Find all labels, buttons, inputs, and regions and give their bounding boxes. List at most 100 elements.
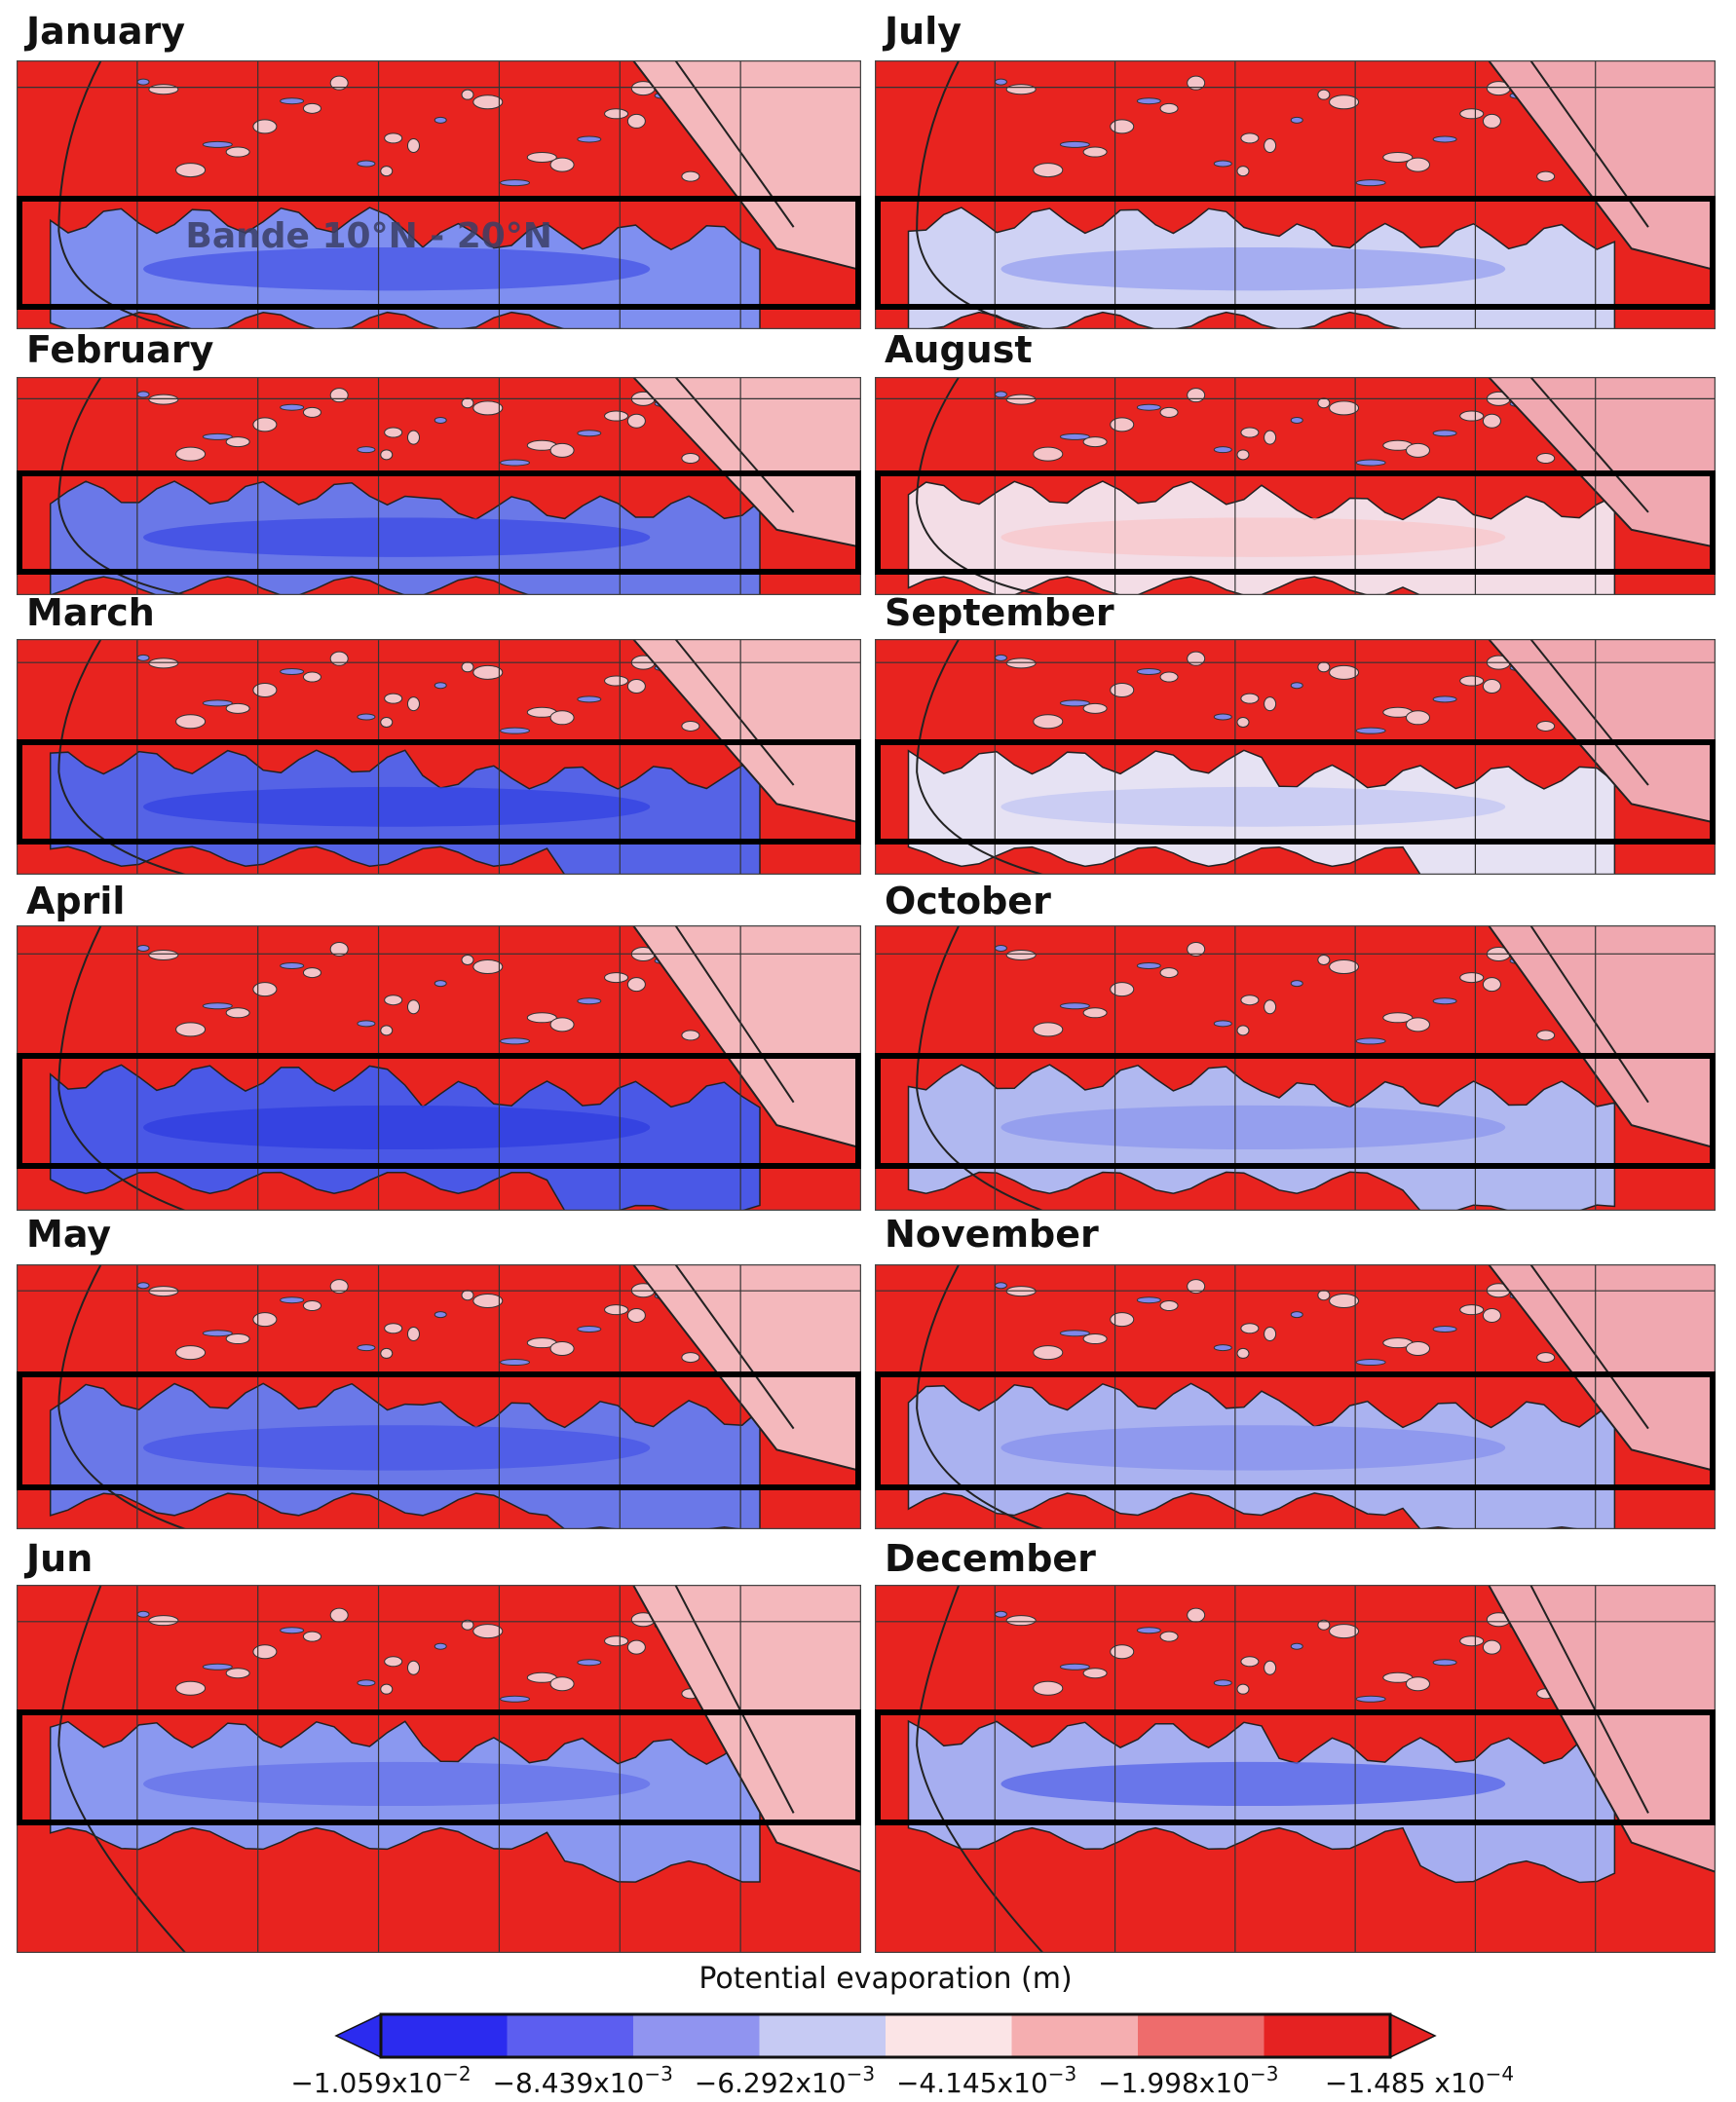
panel-title: August [885,328,1033,371]
speckle [472,1624,504,1639]
speckle [1240,1323,1260,1334]
band-box [17,739,861,845]
speckle [175,163,207,178]
speckle [1290,416,1303,424]
speckle [681,453,700,465]
speckle [329,1279,349,1295]
speckle [225,702,250,714]
speckle [1264,137,1277,153]
speckle [1005,1615,1037,1627]
speckle [1355,179,1386,187]
speckle [380,1025,394,1036]
coastline [1487,377,1716,548]
speckle [434,116,447,124]
evaporation-core [143,246,651,291]
speckle [1159,1299,1179,1311]
speckle [1432,135,1457,143]
speckle [1405,1340,1430,1356]
speckle [329,651,349,666]
speckle [225,1668,250,1679]
speckle [577,1326,602,1333]
coastline [916,1264,1043,1529]
tick-exponent: −4 [1486,2062,1514,2085]
speckle [1329,94,1360,110]
coastline [1529,639,1649,786]
coastline [674,1264,795,1430]
speckle [406,1660,420,1675]
tick-exponent: −3 [1250,2062,1278,2085]
speckle [280,403,305,411]
colorbar-swatch [507,2014,634,2057]
speckle [1382,1012,1414,1024]
speckle [1213,1344,1232,1352]
colorbar-tick-label: −6.292x10−3 [695,2062,875,2099]
speckle [1110,1644,1135,1660]
speckle [406,1327,420,1342]
speckle [1290,980,1303,988]
colorbar-tick-label: −1.998x10−3 [1098,2062,1278,2099]
speckle [1482,1307,1501,1323]
band-annotation: Bande 10°N - 20°N [185,216,552,256]
speckle [577,135,602,143]
speckle [1405,157,1430,172]
speckle [434,416,447,424]
speckle [1459,675,1485,687]
coastline [57,639,186,875]
speckle [681,170,700,182]
speckle [1136,1296,1161,1304]
colorbar-tick-label: −1.485 x10−4 [1325,2062,1514,2099]
speckle [136,944,150,952]
speckle [994,944,1007,952]
speckle [1264,430,1277,445]
speckle [357,446,376,454]
colorbar-title: Potential evaporation (m) [698,1962,1072,1996]
speckle [1033,1345,1064,1361]
speckle [1110,417,1135,432]
speckle [500,1695,531,1703]
speckle [1136,403,1161,411]
speckle [626,679,646,694]
speckle [604,675,629,687]
speckle [461,1290,474,1301]
panel-title: July [885,10,962,53]
speckle [1033,1680,1064,1696]
map-panel [875,377,1716,595]
speckle [329,1607,349,1623]
speckle [1159,671,1179,683]
speckle [380,449,394,461]
speckle [148,657,179,669]
coastline [674,639,795,786]
speckle [1240,1656,1260,1668]
speckle [148,949,179,960]
speckle [1187,75,1206,91]
coastline [1487,1585,1716,1873]
speckle [252,982,278,997]
speckle [434,980,447,988]
speckle [1264,1660,1277,1675]
speckle [461,397,474,409]
speckle [994,1282,1007,1290]
speckle [549,1676,575,1692]
speckle [1355,1037,1386,1045]
colorbar-extend-low [334,2012,382,2059]
speckle [384,995,403,1006]
speckle [1459,972,1485,984]
map-panel [17,925,861,1211]
speckle [1187,1279,1206,1295]
tick-text: −6.292x10 [695,2067,847,2099]
speckle [1329,1624,1360,1639]
speckle [1536,453,1556,465]
speckle [1159,1631,1179,1642]
colorbar-extend-high [1389,2012,1437,2059]
speckle [1290,1311,1303,1319]
speckle [626,1639,646,1655]
speckle [549,442,575,458]
speckle [681,1030,700,1041]
map-panel [875,639,1716,875]
evaporation-core [1000,1761,1506,1807]
speckle [604,108,629,120]
speckle [472,664,504,680]
speckle [1482,413,1501,429]
coastline [674,377,795,513]
